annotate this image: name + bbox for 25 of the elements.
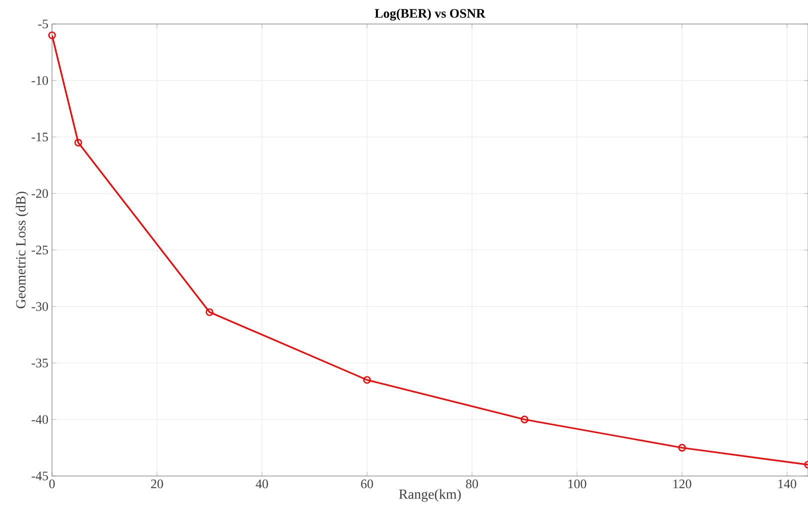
- y-tick-label: -10: [32, 76, 48, 85]
- x-tick-label: 80: [466, 480, 478, 488]
- y-tick-label: -45: [32, 472, 48, 480]
- x-tick-label: 120: [673, 480, 692, 488]
- x-tick-label: 100: [568, 480, 586, 488]
- x-tick-label: 0: [49, 480, 55, 488]
- x-tick-label: 140: [778, 480, 796, 488]
- point: [363, 376, 371, 384]
- point: [74, 138, 82, 146]
- x-tick-label: 20: [151, 480, 163, 488]
- point: [206, 308, 214, 316]
- y-tick-label: -35: [32, 358, 48, 368]
- y-axis-title: Geometric Loss (dB): [16, 192, 28, 308]
- y-tick-label: -25: [32, 246, 48, 254]
- y-tick-label: -30: [32, 302, 48, 311]
- x-axis-title: Range(km): [399, 489, 461, 502]
- y-tick-label: -40: [32, 415, 48, 424]
- y-tick-label: -5: [38, 20, 48, 28]
- x-tick-label: 40: [256, 480, 268, 488]
- x-tick-label: 60: [361, 480, 373, 488]
- y-tick-label: -15: [32, 132, 48, 142]
- y-tick-label: -20: [32, 189, 48, 198]
- point: [520, 416, 528, 424]
- chart-title: Log(BER) vs OSNR: [374, 8, 486, 20]
- point: [678, 444, 686, 452]
